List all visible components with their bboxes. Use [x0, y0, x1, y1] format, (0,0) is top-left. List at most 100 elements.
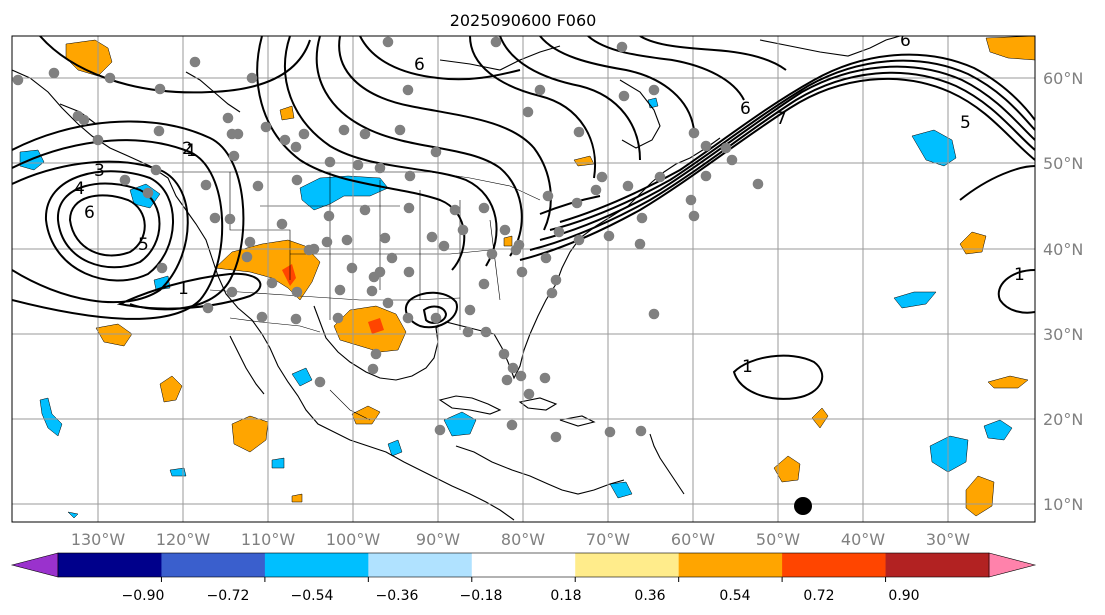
station-dot: [104, 72, 116, 84]
contour-line: [549, 59, 1035, 231]
station-dot: [604, 426, 616, 438]
station-dot: [224, 213, 236, 225]
station-dot: [402, 312, 414, 324]
contour-line: [39, 36, 311, 94]
colorbar-label: −0.72: [207, 588, 250, 604]
colorbar-segment: [58, 553, 162, 577]
station-dot: [323, 210, 335, 222]
colorbar-label: −0.54: [291, 588, 334, 604]
colorbar-ticks: [160, 577, 887, 582]
colorbar-label: 0.72: [803, 588, 834, 604]
station-dot: [370, 348, 382, 360]
contour-label: 1: [742, 357, 753, 377]
contour-line: [519, 77, 1035, 261]
station-dots: [12, 36, 764, 443]
contour-line: [422, 305, 448, 324]
station-dot: [402, 84, 414, 96]
station-dot: [622, 180, 634, 192]
colorbar-segment: [575, 553, 680, 577]
colorbar-label: 0.36: [634, 588, 665, 604]
shade-orange: [95, 323, 133, 347]
station-dot: [486, 248, 498, 260]
station-dot: [478, 202, 490, 214]
contour-line: [499, 36, 641, 161]
station-dot: [374, 162, 386, 174]
station-dot: [367, 363, 379, 375]
map-contents: 1 2 3 4 5 6 1 1 6 7 6 6 5 1: [12, 36, 1035, 522]
shade-blue: [169, 467, 187, 477]
station-dot: [636, 212, 648, 224]
station-dot: [404, 170, 416, 182]
station-dot: [48, 67, 60, 79]
station-dot: [290, 141, 302, 153]
lon-tick-label: 130°W: [71, 530, 126, 549]
station-dot: [226, 286, 238, 298]
station-dot: [618, 90, 630, 102]
station-dot: [430, 146, 442, 158]
contour-line: [587, 36, 745, 101]
colorbar-extend-left: [10, 552, 59, 578]
station-dot: [726, 154, 738, 166]
station-dot: [553, 226, 565, 238]
contour-label: 1: [178, 279, 189, 299]
station-dot: [720, 142, 732, 154]
station-dot: [359, 204, 371, 216]
contour-line: [559, 53, 1035, 223]
station-dot: [573, 234, 585, 246]
station-dot: [92, 134, 104, 146]
station-dot: [314, 376, 326, 388]
station-dot: [515, 370, 527, 382]
station-dot: [338, 124, 350, 136]
contour-label: 7: [776, 109, 787, 129]
station-dot: [394, 124, 406, 136]
shade-orange: [773, 455, 801, 483]
station-dot: [290, 313, 302, 325]
contour-label: 6: [740, 99, 751, 119]
contour-label-group: 1 2 3 4 5 6 1 1 6 7 6 6 5 1: [74, 36, 1025, 377]
colorbar-segment: [368, 553, 473, 577]
station-dot: [634, 238, 646, 250]
lat-tick-label: 50°N: [1043, 154, 1083, 173]
station-dot: [507, 362, 519, 374]
station-dot: [573, 126, 585, 138]
station-dot: [635, 425, 647, 437]
contour-line: [539, 65, 1035, 241]
station-dot: [359, 128, 371, 140]
colorbar-label: 0.54: [719, 588, 750, 604]
colorbar-label: 0.18: [550, 588, 581, 604]
shade-red: [368, 318, 384, 334]
shade-blue: [983, 419, 1013, 441]
map-title: 2025090600 F060: [450, 11, 597, 30]
colorbar-extend-right: [988, 552, 1037, 578]
contour-label: 6: [414, 55, 425, 75]
contour-line: [116, 272, 262, 310]
station-dot: [368, 271, 380, 283]
contour-line: [469, 36, 596, 179]
contour-label: 1: [1014, 265, 1025, 285]
contour-lines: [12, 36, 1035, 400]
shade-orange: [279, 105, 295, 121]
station-dot: [616, 41, 628, 53]
lat-tick-label: 60°N: [1043, 69, 1083, 88]
storm-position-marker: [794, 497, 812, 515]
station-dot: [426, 231, 438, 243]
lon-tick-label: 110°W: [241, 530, 296, 549]
station-dot: [386, 252, 398, 264]
station-dot: [688, 210, 700, 222]
lat-tick-label: 30°N: [1043, 325, 1083, 344]
shade-orange: [333, 305, 407, 353]
station-dot: [341, 234, 353, 246]
station-dot: [542, 190, 554, 202]
station-dot: [648, 84, 660, 96]
contour-line: [959, 165, 1035, 201]
station-dot: [513, 239, 525, 251]
station-dot: [154, 83, 166, 95]
station-dot: [534, 84, 546, 96]
station-dot: [366, 285, 378, 297]
lat-tick-labels: 10°N 20°N 30°N 40°N 50°N 60°N: [1043, 69, 1083, 514]
station-dot: [352, 159, 364, 171]
station-dot: [382, 36, 394, 48]
station-dot: [523, 388, 535, 400]
lat-tick-label: 10°N: [1043, 495, 1083, 514]
shade-blue: [929, 435, 969, 473]
